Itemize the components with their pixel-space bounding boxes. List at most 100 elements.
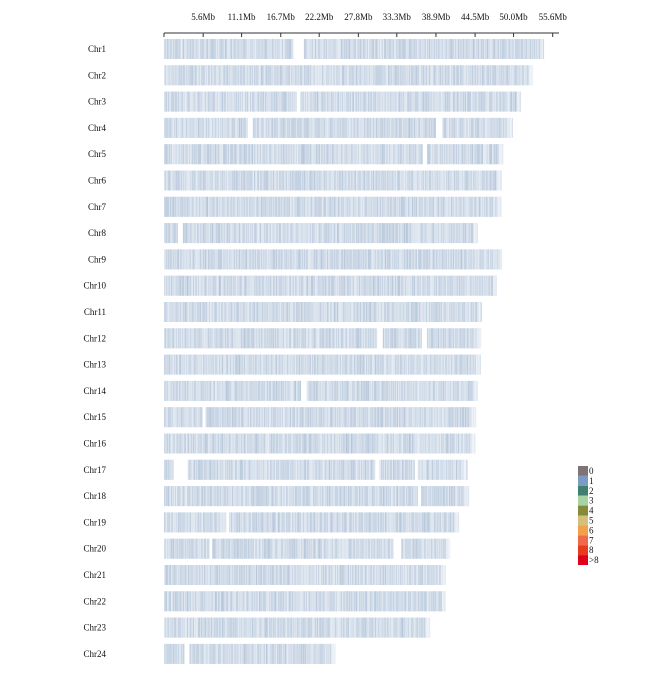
density-stripe	[394, 117, 395, 138]
density-stripe	[340, 170, 342, 191]
x-tick-label: 22.2Mb	[305, 12, 334, 22]
density-stripe	[428, 223, 430, 244]
x-tick-label: 5.6Mb	[191, 12, 215, 22]
density-stripe	[481, 144, 483, 165]
density-stripe	[393, 223, 394, 244]
density-stripe	[279, 39, 280, 59]
density-stripe	[358, 170, 360, 191]
density-stripe	[469, 144, 471, 165]
density-stripe	[477, 65, 478, 86]
density-stripe	[233, 91, 235, 112]
density-stripe	[306, 117, 307, 138]
density-stripe	[321, 249, 323, 270]
density-stripe	[495, 117, 497, 138]
density-stripe	[370, 196, 372, 217]
density-stripe	[170, 275, 172, 296]
density-stripe	[352, 170, 354, 191]
density-stripe	[304, 249, 305, 270]
density-stripe	[303, 65, 305, 86]
density-stripe	[184, 302, 185, 322]
density-stripe	[343, 91, 345, 112]
density-stripe	[381, 170, 383, 191]
density-stripe	[262, 170, 263, 191]
density-stripe	[369, 91, 370, 112]
density-stripe	[253, 117, 255, 138]
density-stripe	[339, 144, 341, 165]
density-stripe	[236, 144, 237, 165]
density-stripe	[364, 144, 365, 165]
density-stripe	[374, 223, 376, 244]
density-stripe	[255, 223, 257, 244]
density-stripe	[361, 39, 363, 59]
density-stripe	[364, 117, 365, 138]
density-stripe	[205, 302, 207, 322]
density-stripe	[493, 196, 495, 217]
density-stripe	[262, 39, 263, 59]
density-stripe	[274, 144, 275, 165]
density-stripe	[205, 144, 207, 165]
density-stripe	[342, 91, 343, 112]
density-stripe	[398, 91, 400, 112]
density-stripe	[169, 196, 171, 217]
density-stripe	[365, 196, 367, 217]
density-stripe	[303, 170, 305, 191]
density-stripe	[348, 39, 349, 59]
density-stripe	[403, 39, 405, 59]
density-stripe	[483, 275, 485, 296]
density-stripe	[398, 117, 400, 138]
density-stripe	[302, 170, 304, 191]
density-stripe	[246, 170, 248, 191]
density-stripe	[186, 223, 187, 244]
density-stripe	[423, 170, 424, 191]
density-stripe	[262, 302, 264, 322]
density-stripe	[442, 223, 444, 244]
density-stripe	[328, 196, 330, 217]
density-stripe	[238, 196, 239, 217]
density-stripe	[243, 117, 244, 138]
density-stripe	[275, 144, 277, 165]
density-stripe	[193, 144, 195, 165]
density-stripe	[244, 39, 246, 59]
density-stripe	[474, 91, 476, 112]
density-stripe	[300, 223, 302, 244]
density-stripe	[241, 196, 242, 217]
density-stripe	[462, 249, 464, 270]
density-stripe	[186, 275, 188, 296]
density-stripe	[281, 196, 282, 217]
density-stripe	[212, 275, 214, 296]
density-stripe	[447, 249, 448, 270]
density-stripe	[479, 196, 481, 217]
density-stripe	[242, 223, 244, 244]
density-stripe	[167, 196, 169, 217]
density-stripe	[243, 249, 245, 270]
density-stripe	[240, 65, 241, 86]
density-stripe	[292, 91, 294, 112]
density-stripe	[302, 91, 304, 112]
density-stripe	[337, 170, 338, 191]
density-stripe	[460, 39, 462, 59]
density-stripe	[392, 39, 393, 59]
density-stripe	[174, 144, 175, 165]
density-stripe	[492, 170, 494, 191]
density-stripe	[349, 65, 351, 86]
density-stripe	[250, 196, 252, 217]
density-stripe	[466, 275, 467, 296]
density-stripe	[429, 249, 431, 270]
density-stripe	[204, 65, 206, 86]
density-stripe	[415, 223, 417, 244]
density-stripe	[379, 144, 381, 165]
density-stripe	[257, 196, 258, 217]
density-stripe	[450, 170, 451, 191]
density-stripe	[451, 275, 453, 296]
density-stripe	[388, 91, 390, 112]
density-stripe	[455, 249, 456, 270]
density-stripe	[230, 196, 232, 217]
density-stripe	[172, 275, 173, 296]
density-stripe	[391, 196, 392, 217]
density-stripe	[171, 302, 173, 322]
density-stripe	[287, 302, 289, 322]
density-stripe	[299, 170, 301, 191]
density-stripe	[308, 170, 310, 191]
density-stripe	[170, 117, 171, 138]
density-stripe	[494, 144, 495, 165]
